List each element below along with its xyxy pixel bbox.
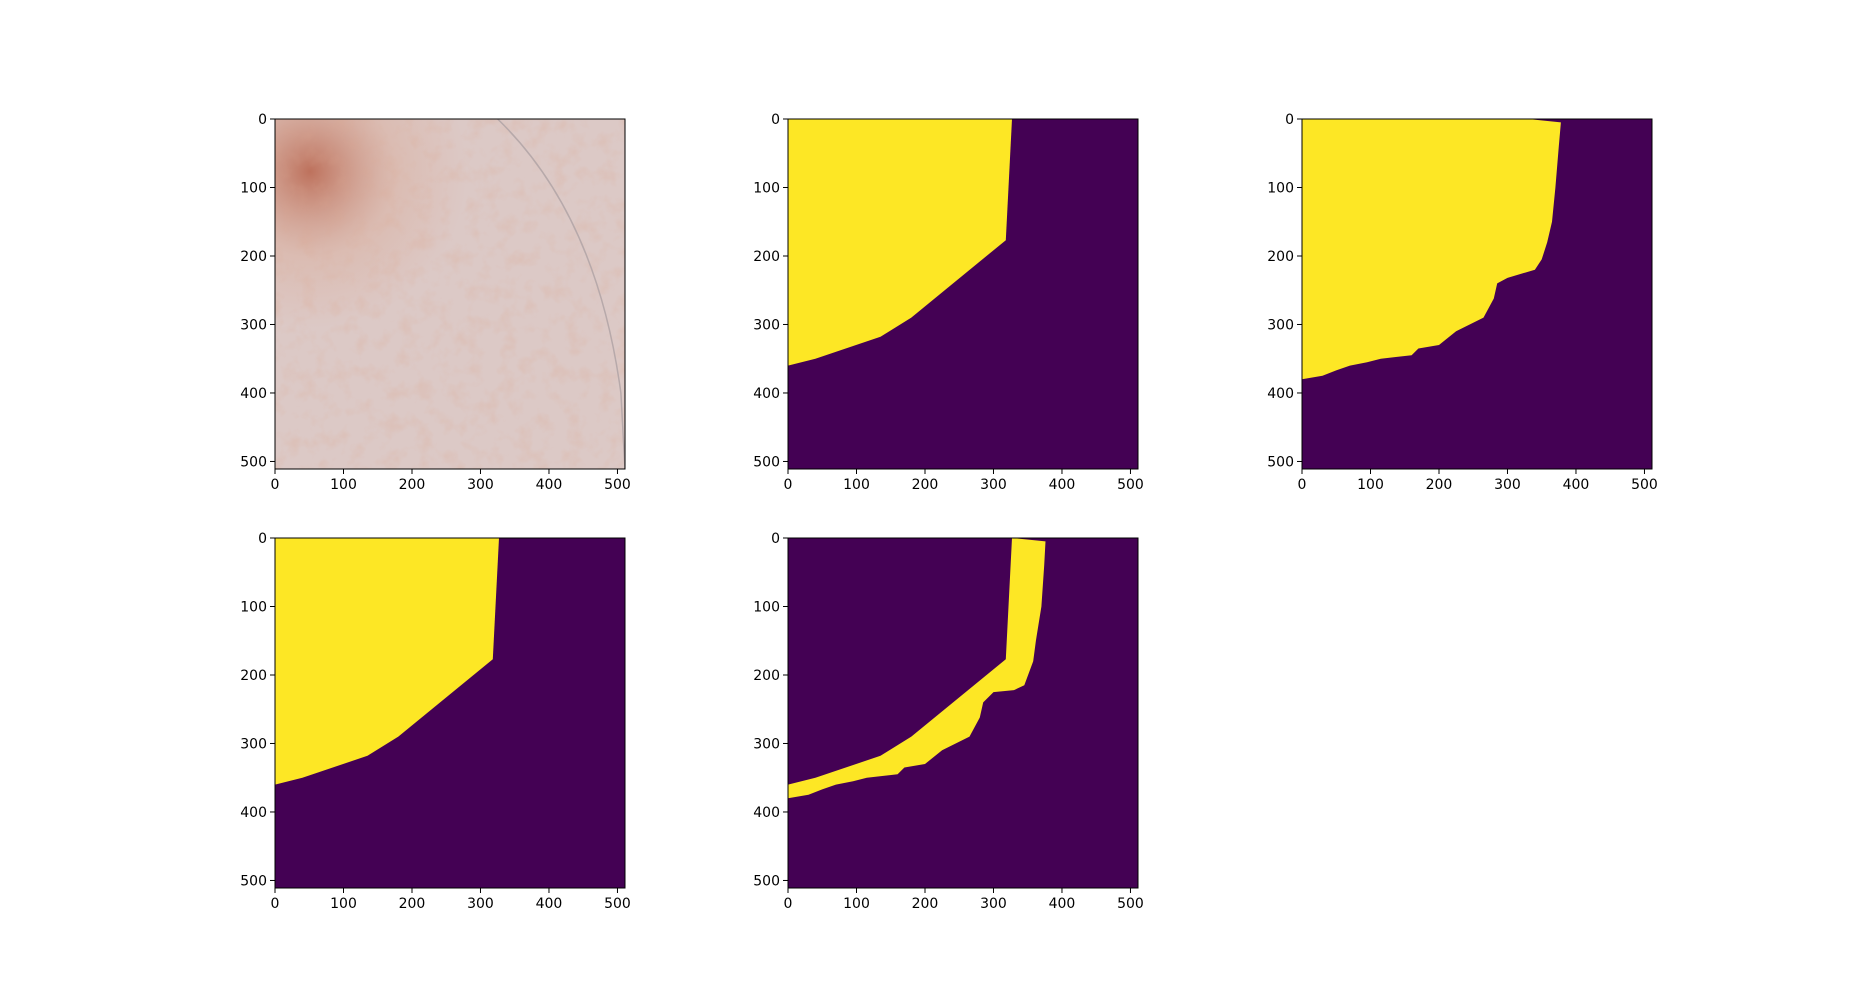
x-tick-label: 0 — [784, 896, 793, 912]
y-tick-label: 500 — [1267, 454, 1294, 470]
x-tick-label: 300 — [980, 477, 1007, 493]
pigment-network — [275, 119, 625, 469]
x-tick-label: 100 — [843, 896, 870, 912]
x-tick-label: 400 — [536, 896, 563, 912]
y-tick-label: 400 — [753, 386, 780, 402]
y-tick-label: 200 — [753, 668, 780, 684]
x-tick-label: 500 — [1631, 477, 1658, 493]
y-tick-label: 100 — [240, 180, 267, 196]
y-tick-label: 300 — [240, 317, 267, 333]
x-tick-label: 0 — [1298, 477, 1307, 493]
y-tick-label: 100 — [753, 599, 780, 615]
x-tick-label: 500 — [604, 477, 631, 493]
x-tick-label: 300 — [980, 896, 1007, 912]
y-tick-label: 300 — [753, 736, 780, 752]
y-tick-label: 300 — [1267, 317, 1294, 333]
y-tick-label: 100 — [1267, 180, 1294, 196]
x-tick-label: 0 — [784, 477, 793, 493]
y-tick-label: 0 — [258, 531, 267, 547]
plot-area — [788, 119, 1138, 469]
x-tick-label: 200 — [399, 477, 426, 493]
x-tick-label: 500 — [1117, 896, 1144, 912]
x-tick-label: 500 — [1117, 477, 1144, 493]
x-tick-label: 200 — [1426, 477, 1453, 493]
x-tick-label: 400 — [1049, 896, 1076, 912]
axes-frame — [274, 118, 626, 470]
axes-frame — [787, 118, 1139, 470]
mask-region — [275, 538, 499, 785]
y-tick-label: 400 — [753, 805, 780, 821]
x-tick-label: 100 — [330, 896, 357, 912]
x-tick-label: 100 — [843, 477, 870, 493]
x-tick-label: 0 — [271, 477, 280, 493]
x-tick-label: 500 — [604, 896, 631, 912]
x-tick-label: 100 — [1357, 477, 1384, 493]
x-tick-label: 200 — [912, 896, 939, 912]
plot-area — [788, 538, 1138, 888]
y-tick-label: 0 — [771, 531, 780, 547]
y-tick-label: 0 — [1285, 112, 1294, 128]
y-tick-label: 300 — [753, 317, 780, 333]
x-tick-label: 200 — [912, 477, 939, 493]
x-tick-label: 400 — [536, 477, 563, 493]
x-tick-label: 400 — [1049, 477, 1076, 493]
y-tick-label: 400 — [240, 805, 267, 821]
y-tick-label: 100 — [753, 180, 780, 196]
y-tick-label: 500 — [753, 454, 780, 470]
x-tick-label: 400 — [1563, 477, 1590, 493]
x-tick-label: 300 — [467, 477, 494, 493]
y-tick-label: 200 — [240, 668, 267, 684]
y-tick-label: 100 — [240, 599, 267, 615]
y-tick-label: 400 — [240, 386, 267, 402]
y-tick-label: 0 — [771, 112, 780, 128]
y-tick-label: 300 — [240, 736, 267, 752]
hair-strand — [497, 119, 625, 469]
x-tick-label: 300 — [1494, 477, 1521, 493]
y-tick-label: 0 — [258, 112, 267, 128]
plot-area — [1302, 119, 1652, 469]
axes-frame — [274, 537, 626, 889]
y-tick-label: 200 — [753, 249, 780, 265]
y-tick-label: 500 — [753, 873, 780, 889]
y-tick-label: 500 — [240, 873, 267, 889]
x-tick-label: 200 — [399, 896, 426, 912]
x-tick-label: 300 — [467, 896, 494, 912]
x-tick-label: 100 — [330, 477, 357, 493]
x-tick-label: 0 — [271, 896, 280, 912]
y-tick-label: 400 — [1267, 386, 1294, 402]
mask-region — [788, 538, 1046, 799]
axes-frame — [787, 537, 1139, 889]
y-tick-label: 200 — [240, 249, 267, 265]
plot-area — [275, 119, 625, 469]
mask-region — [788, 119, 1012, 366]
axes-frame — [1301, 118, 1653, 470]
y-tick-label: 200 — [1267, 249, 1294, 265]
mask-region — [1302, 119, 1561, 380]
y-tick-label: 500 — [240, 454, 267, 470]
plot-area — [275, 538, 625, 888]
